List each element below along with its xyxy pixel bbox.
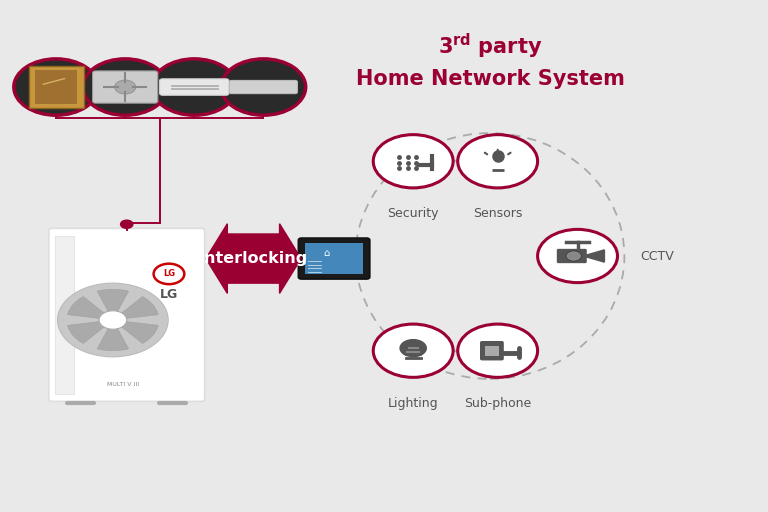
FancyBboxPatch shape bbox=[480, 341, 504, 360]
Wedge shape bbox=[97, 320, 129, 351]
Text: Sensors: Sensors bbox=[473, 207, 522, 220]
FancyBboxPatch shape bbox=[485, 346, 499, 356]
FancyBboxPatch shape bbox=[306, 243, 362, 274]
Text: CCTV: CCTV bbox=[641, 249, 674, 263]
Wedge shape bbox=[113, 296, 158, 320]
Circle shape bbox=[154, 264, 184, 284]
Circle shape bbox=[221, 59, 306, 115]
FancyBboxPatch shape bbox=[298, 238, 370, 279]
Circle shape bbox=[538, 229, 617, 283]
FancyBboxPatch shape bbox=[49, 228, 204, 401]
Circle shape bbox=[458, 135, 538, 188]
Circle shape bbox=[152, 59, 237, 115]
Polygon shape bbox=[587, 250, 604, 262]
Text: MULTI V III: MULTI V III bbox=[107, 381, 139, 387]
Circle shape bbox=[399, 339, 427, 357]
Text: Security: Security bbox=[387, 207, 439, 220]
Circle shape bbox=[373, 324, 453, 377]
Text: Interlocking: Interlocking bbox=[199, 251, 308, 266]
FancyBboxPatch shape bbox=[28, 66, 84, 108]
Text: LG: LG bbox=[160, 288, 178, 301]
Circle shape bbox=[373, 135, 453, 188]
Circle shape bbox=[58, 283, 168, 357]
Wedge shape bbox=[97, 289, 129, 320]
Circle shape bbox=[99, 311, 127, 329]
FancyBboxPatch shape bbox=[55, 236, 74, 394]
Circle shape bbox=[14, 59, 98, 115]
FancyBboxPatch shape bbox=[160, 79, 229, 95]
Polygon shape bbox=[206, 224, 301, 293]
Circle shape bbox=[566, 251, 581, 261]
Circle shape bbox=[83, 59, 167, 115]
FancyBboxPatch shape bbox=[92, 71, 157, 103]
Text: Lighting: Lighting bbox=[388, 397, 439, 410]
Text: $\mathbf{3^{rd}}$$\mathbf{\ party}$: $\mathbf{3^{rd}}$$\mathbf{\ party}$ bbox=[438, 31, 542, 61]
Circle shape bbox=[114, 80, 136, 94]
FancyBboxPatch shape bbox=[35, 70, 77, 104]
FancyBboxPatch shape bbox=[230, 80, 297, 94]
Wedge shape bbox=[113, 320, 158, 344]
Text: Sub-phone: Sub-phone bbox=[464, 397, 531, 410]
FancyBboxPatch shape bbox=[557, 249, 587, 263]
Text: LG: LG bbox=[163, 269, 175, 279]
Wedge shape bbox=[68, 296, 113, 320]
Circle shape bbox=[458, 324, 538, 377]
Circle shape bbox=[121, 220, 133, 228]
Text: Home Network System: Home Network System bbox=[356, 69, 624, 90]
Wedge shape bbox=[68, 320, 113, 344]
Text: ⌂: ⌂ bbox=[323, 248, 329, 259]
